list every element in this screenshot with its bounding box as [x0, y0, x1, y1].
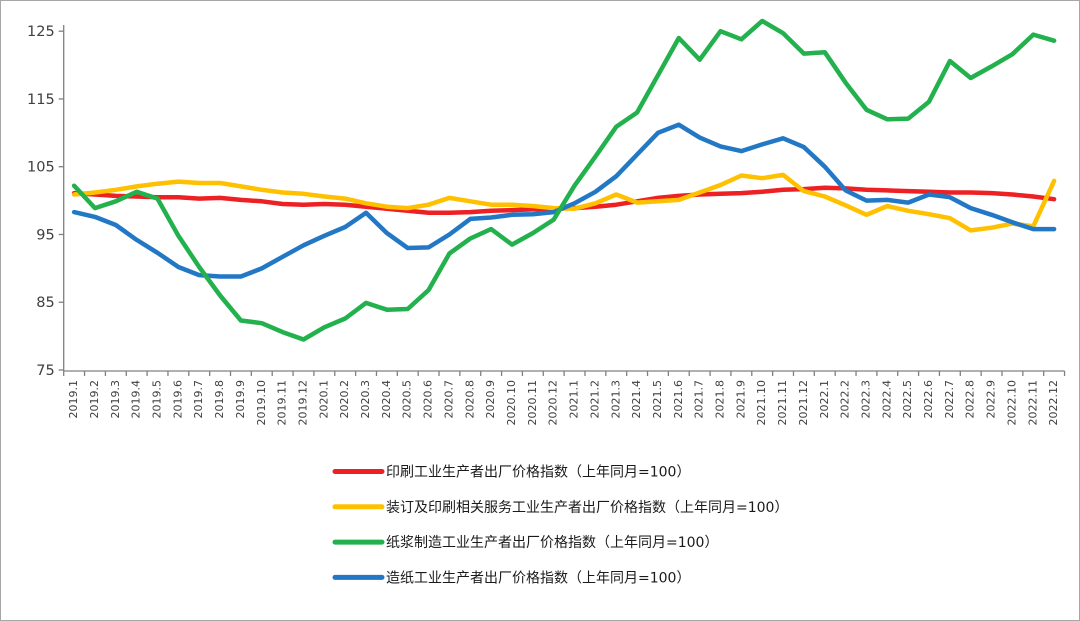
x-tick-label: 2020.2 [338, 380, 351, 419]
legend-label: 纸浆制造工业生产者出厂价格指数（上年同月=100） [386, 535, 718, 551]
x-tick-label: 2020.6 [422, 380, 435, 419]
x-tick-label: 2022.10 [1005, 380, 1018, 426]
x-tick-label: 2019.4 [130, 380, 143, 419]
x-tick-label: 2022.6 [922, 380, 935, 419]
legend-label: 印刷工业生产者出厂价格指数（上年同月=100） [386, 465, 690, 481]
x-tick-label: 2020.11 [526, 380, 539, 426]
x-tick-label: 2022.7 [943, 380, 956, 419]
x-tick-label: 2021.4 [630, 380, 643, 419]
x-tick-label: 2022.5 [901, 380, 914, 419]
x-tick-label: 2022.4 [880, 380, 893, 419]
legend-label: 造纸工业生产者出厂价格指数（上年同月=100） [386, 570, 690, 586]
y-tick-label: 115 [27, 92, 55, 108]
legend-item-2: 纸浆制造工业生产者出厂价格指数（上年同月=100） [332, 535, 718, 551]
x-tick-label: 2020.5 [401, 380, 414, 419]
x-tick-label: 2021.1 [568, 380, 581, 419]
x-tick-label: 2022.8 [964, 380, 977, 419]
x-tick-label: 2020.9 [484, 380, 497, 419]
x-tick-label: 2021.7 [693, 380, 706, 419]
x-tick-label: 2021.12 [797, 380, 810, 426]
x-tick-label: 2019.3 [109, 380, 122, 419]
x-tick-label: 2019.11 [276, 380, 289, 426]
legend: 印刷工业生产者出厂价格指数（上年同月=100） 装订及印刷相关服务工业生产者出厂价… [332, 465, 788, 586]
x-tick-label: 2019.7 [192, 380, 205, 419]
x-tick-label: 2019.6 [171, 380, 184, 419]
y-tick-label: 105 [27, 160, 55, 176]
x-tick-label: 2021.5 [651, 380, 664, 419]
x-tick-label: 2020.12 [547, 380, 560, 426]
legend-item-0: 印刷工业生产者出厂价格指数（上年同月=100） [332, 465, 690, 481]
y-tick-label: 75 [36, 363, 54, 379]
x-tick-label: 2021.9 [734, 380, 747, 419]
x-tick-label: 2022.9 [985, 380, 998, 419]
x-tick-label: 2021.2 [588, 380, 601, 419]
x-tick-label: 2021.10 [755, 380, 768, 426]
y-tick-label: 125 [27, 24, 55, 40]
x-tick-label: 2019.5 [151, 380, 164, 419]
x-tick-label: 2019.1 [67, 380, 80, 419]
x-tick-label: 2020.8 [463, 380, 476, 419]
x-tick-label: 2020.1 [317, 380, 330, 419]
x-tick-label: 2021.6 [672, 380, 685, 419]
x-tick-label: 2021.3 [609, 380, 622, 419]
x-tick-label: 2020.10 [505, 380, 518, 426]
x-tick-label: 2021.8 [714, 380, 727, 419]
legend-item-3: 造纸工业生产者出厂价格指数（上年同月=100） [332, 570, 690, 586]
x-tick-label: 2019.9 [234, 380, 247, 419]
x-tick-label: 2019.10 [255, 380, 268, 426]
y-tick-label: 95 [36, 227, 54, 243]
x-tick-label: 2020.3 [359, 380, 372, 419]
x-tick-label: 2022.2 [839, 380, 852, 419]
x-tick-label: 2020.4 [380, 380, 393, 419]
x-tick-label: 2022.12 [1047, 380, 1060, 426]
x-tick-label: 2022.3 [859, 380, 872, 419]
x-tick-label: 2021.11 [776, 380, 789, 426]
x-tick-label: 2022.1 [818, 380, 831, 419]
legend-item-1: 装订及印刷相关服务工业生产者出厂价格指数（上年同月=100） [332, 500, 788, 516]
x-tick-label: 2020.7 [442, 380, 455, 419]
x-tick-label: 2019.12 [296, 380, 309, 426]
series-line-2 [71, 18, 1057, 342]
series-line-3 [71, 122, 1057, 279]
y-tick-label: 85 [36, 295, 54, 311]
x-tick-label: 2022.11 [1026, 380, 1039, 426]
x-tick-label: 2019.8 [213, 380, 226, 419]
legend-label: 装订及印刷相关服务工业生产者出厂价格指数（上年同月=100） [386, 500, 788, 516]
x-tick-label: 2019.2 [88, 380, 101, 419]
